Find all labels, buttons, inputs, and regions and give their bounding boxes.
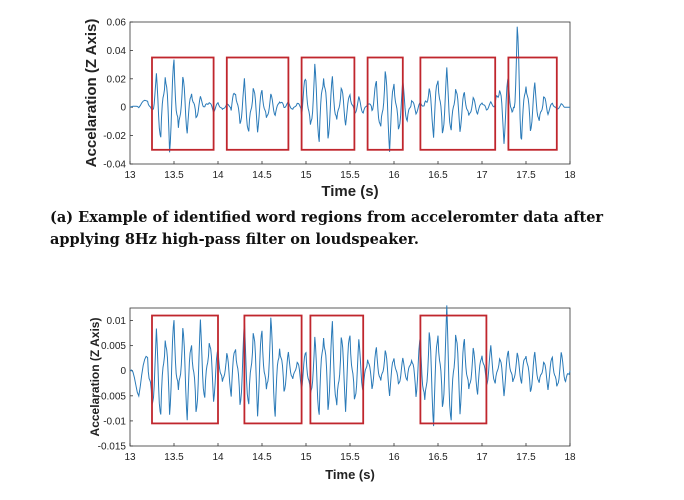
chart-a-x-tick-label: 15	[300, 170, 312, 181]
chart-b-y-tick-label: 0.01	[107, 316, 127, 327]
chart-a-y-tick-label: -0.04	[103, 160, 126, 171]
chart-a-word-region-box	[419, 56, 497, 151]
chart-a-ticks: 13 13.5 14 14.5 15 15.5 16 16.5 17 17.5 18 -0.04 -0.…	[103, 18, 576, 182]
chart-a-x-axis-label: Time (s)	[321, 183, 378, 200]
chart-a-x-tick-label: 14.5	[252, 170, 272, 181]
chart-a-y-tick-label: 0.02	[107, 74, 127, 85]
chart-a-x-tick-label: 15.5	[340, 170, 360, 181]
chart-b-word-region-box	[243, 314, 303, 425]
chart-a-word-region-box	[507, 56, 558, 151]
chart-a-regions	[151, 56, 558, 151]
chart-a-word-region-box	[225, 56, 290, 151]
chart-a-x-tick-label: 18	[564, 170, 576, 181]
chart-a-x-tick-label: 13	[124, 170, 136, 181]
chart-b-x-tick-label: 17	[476, 452, 488, 463]
chart-b-x-tick-label: 15.5	[340, 452, 360, 463]
chart-b-y-tick-label: -0.01	[103, 416, 126, 427]
chart-b-regions	[151, 314, 488, 425]
chart-b-x-tick-label: 14	[212, 452, 224, 463]
chart-b-x-tick-label: 16	[388, 452, 400, 463]
chart-a-y-tick-label: 0.06	[107, 18, 127, 29]
chart-b: 13 13.5 14 14.5 15 15.5 16 16.5 17 17.5 18 -0.015 -0…	[88, 305, 576, 482]
chart-a-x-tick-label: 16.5	[428, 170, 448, 181]
chart-b-plot-frame	[129, 307, 571, 447]
chart-b-x-tick-label: 15	[300, 452, 312, 463]
chart-b-x-tick-label: 13.5	[164, 452, 184, 463]
chart-b-word-region-box	[309, 314, 365, 425]
chart-b-y-tick-label: 0	[120, 366, 126, 377]
chart-b-x-tick-label: 13	[124, 452, 136, 463]
chart-b-x-tick-label: 17.5	[516, 452, 536, 463]
chart-a-x-tick-label: 16	[388, 170, 400, 181]
chart-b-series-line	[129, 305, 571, 427]
chart-b-x-tick-label: 14.5	[252, 452, 272, 463]
chart-a-y-tick-label: 0	[120, 103, 126, 114]
chart-a-y-axis-label: Accelaration (Z Axis)	[83, 19, 100, 168]
chart-b-y-tick-label: -0.015	[98, 442, 127, 453]
chart-a-x-tick-label: 17.5	[516, 170, 536, 181]
chart-a: 13 13.5 14 14.5 15 15.5 16 16.5 17 17.5 18 -0.04 -0.…	[83, 18, 576, 201]
chart-b-x-tick-label: 16.5	[428, 452, 448, 463]
chart-a-word-region-box	[151, 56, 215, 151]
chart-a-word-region-box	[300, 56, 356, 151]
chart-b-x-tick-label: 18	[564, 452, 576, 463]
chart-a-x-tick-label: 17	[476, 170, 488, 181]
chart-b-y-tick-label: -0.005	[98, 391, 127, 402]
chart-a-x-tick-label: 13.5	[164, 170, 184, 181]
chart-a-word-region-box	[366, 56, 404, 151]
chart-b-ticks: 13 13.5 14 14.5 15 15.5 16 16.5 17 17.5 18 -0.015 -0…	[98, 316, 576, 463]
chart-a-x-tick-label: 14	[212, 170, 224, 181]
chart-a-y-tick-label: 0.04	[107, 46, 127, 57]
chart-a-series-line	[129, 26, 570, 153]
chart-b-word-region-box	[151, 314, 219, 425]
chart-b-y-axis-label: Accelaration (Z Axis)	[88, 318, 102, 437]
chart-b-y-tick-label: 0.005	[101, 341, 126, 352]
figure-caption: (a) Example of identified word regions f…	[50, 209, 604, 248]
chart-a-y-tick-label: -0.02	[103, 131, 126, 142]
chart-b-word-region-box	[419, 314, 488, 425]
chart-b-x-axis-label: Time (s)	[325, 467, 375, 482]
